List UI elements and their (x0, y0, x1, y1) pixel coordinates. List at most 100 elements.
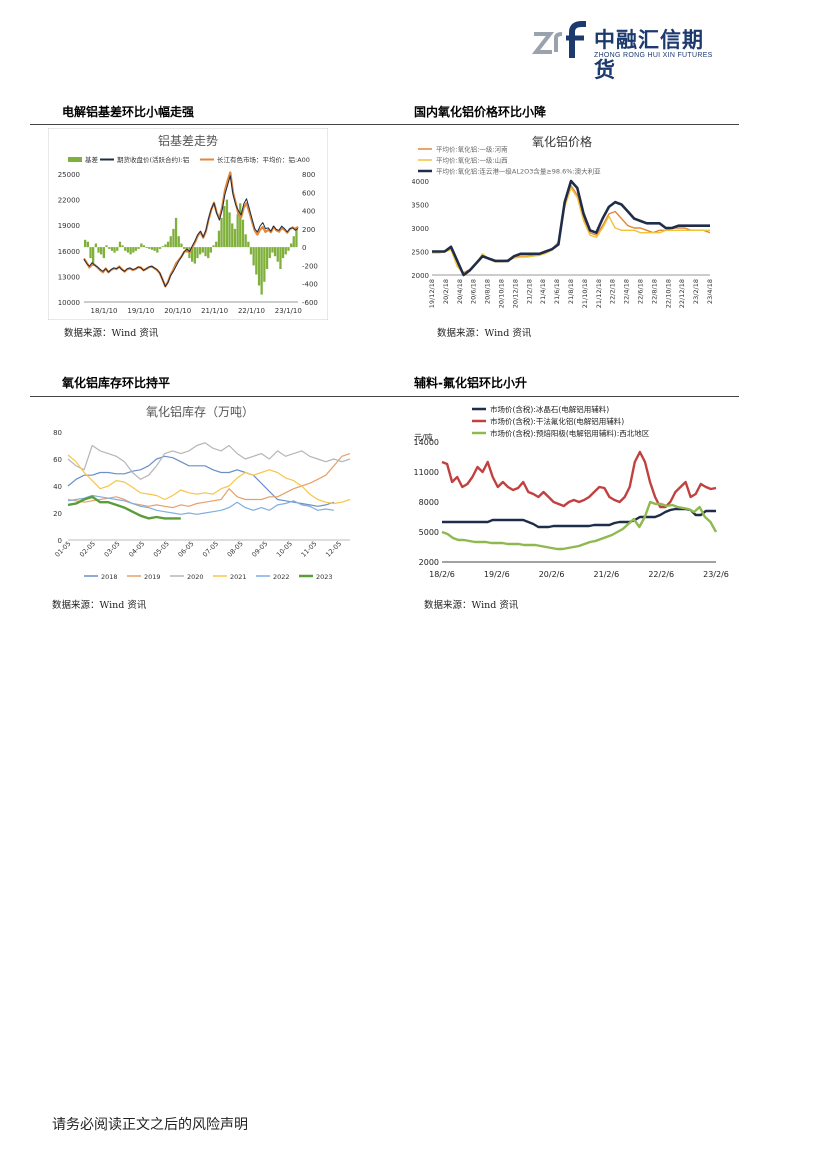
x-tick-label: 07-05 (201, 540, 220, 559)
aluminum-fluoride-chart: 市场价(含税):冰晶石(电解铝用辅料) 市场价(含税):干法氟化铝(电解铝用辅料)… (412, 400, 732, 585)
y-tick-label: 80 (53, 429, 62, 437)
basis-bar (158, 247, 162, 249)
y-tick-label: 2500 (412, 249, 429, 257)
section-title-alumina-inventory: 氧化铝库存环比持平 (62, 376, 171, 390)
basis-bar (281, 247, 285, 259)
y-tick-label: 8000 (419, 498, 439, 507)
company-logo: 中融汇信期货 ZHONG RONG HUI XIN FUTURES (532, 20, 722, 82)
basis-bar (134, 247, 138, 251)
basis-bar (161, 246, 164, 248)
y-tick-label: 19000 (58, 222, 80, 230)
legend-label: 平均价:氧化铝:一级:山西 (436, 156, 508, 165)
basis-bar (153, 247, 156, 251)
basis-bar (220, 217, 223, 248)
y-tick-label: 2000 (412, 272, 429, 280)
basis-bar (116, 247, 119, 251)
x-tick-label: 22/6/18 (637, 279, 645, 304)
basis-bar (260, 247, 263, 295)
legend-label: 期货收盘价(活跃合约):铝 (117, 155, 189, 164)
basis-bar (172, 228, 175, 248)
y-tick-label: 25000 (58, 171, 80, 179)
basis-bar (239, 203, 242, 248)
y-tick-label: 5000 (419, 528, 439, 537)
legend-label: 2019 (144, 573, 161, 581)
source-note: 数据来源：Wind 资讯 (64, 328, 159, 339)
basis-bar (132, 247, 135, 253)
basis-bar (273, 247, 277, 257)
basis-bar (110, 247, 114, 251)
basis-bar (102, 247, 105, 259)
basis-bar (113, 247, 116, 253)
y-tick-label: 14000 (414, 438, 439, 447)
series-line (67, 454, 351, 505)
basis-bar (86, 241, 89, 248)
basis-bar (84, 239, 87, 248)
y2-tick-label: 200 (302, 226, 315, 234)
logo-english-name: ZHONG RONG HUI XIN FUTURES (594, 52, 713, 59)
basis-bar (140, 243, 143, 248)
basis-bar (290, 243, 293, 248)
legend-label: 2020 (187, 573, 204, 581)
divider (30, 396, 739, 397)
basis-bar (129, 247, 132, 255)
y2-tick-label: -200 (302, 262, 318, 270)
risk-disclaimer-footer: 请务必阅读正文之后的风险声明 (52, 1117, 248, 1133)
basis-bar (217, 230, 221, 248)
x-tick-label: 02-05 (78, 540, 97, 559)
y-axis-unit: 元/吨 (414, 432, 433, 442)
source-note: 数据来源：Wind 资讯 (437, 328, 532, 339)
x-tick-label: 19/12/18 (428, 279, 436, 308)
basis-bar (279, 247, 282, 269)
basis-bar (150, 247, 154, 250)
x-tick-label: 22/2/18 (609, 279, 617, 304)
y-tick-label: 11000 (414, 468, 439, 477)
x-tick-label: 22/12/18 (678, 279, 686, 308)
divider (30, 124, 739, 125)
basis-bar (108, 247, 111, 249)
basis-bar (204, 247, 207, 257)
basis-bar (166, 241, 170, 248)
x-tick-label: 20/2/18 (442, 279, 450, 304)
y-tick-label: 4000 (412, 178, 429, 186)
series-line (67, 455, 335, 507)
basis-bar (241, 219, 245, 248)
series-line-futures (83, 175, 299, 288)
basis-bar (231, 223, 234, 248)
y-tick-label: 60 (53, 456, 62, 464)
basis-bar (255, 247, 258, 275)
x-tick-label: 04-05 (127, 540, 146, 559)
series-line (67, 453, 351, 509)
series-line (441, 500, 718, 551)
basis-bar (142, 245, 146, 248)
basis-bar (196, 247, 199, 259)
series-line (67, 442, 351, 480)
basis-bar (215, 241, 218, 248)
basis-bar (249, 247, 253, 255)
x-tick-label: 23/4/18 (706, 279, 712, 304)
basis-bar (284, 247, 287, 255)
basis-bar (295, 227, 298, 248)
basis-bar (263, 247, 266, 282)
x-tick-label: 21/1/10 (201, 307, 228, 315)
basis-bar (212, 245, 215, 248)
basis-bar (183, 247, 186, 249)
x-tick-label: 19/2/6 (484, 570, 510, 579)
basis-bar (199, 247, 202, 255)
legend-swatch (68, 157, 82, 162)
legend-label: 平均价:氧化铝:连云港一级AL2O3含量≥98.6%:澳大利亚 (436, 167, 601, 176)
series-line (432, 179, 710, 277)
x-tick-label: 23/2/6 (703, 570, 729, 579)
legend-label: 市场价(含税):干法氟化铝(电解铝用辅料) (490, 416, 624, 426)
x-tick-label: 20/8/18 (484, 279, 492, 304)
basis-bar (126, 247, 130, 253)
basis-bar (94, 243, 97, 248)
basis-bar (223, 206, 226, 248)
x-tick-label: 22/8/18 (650, 279, 658, 304)
chart-svg: 氧化铝价格平均价:氧化铝:一级:河南平均价:氧化铝:一级:山西平均价:氧化铝:连… (412, 134, 712, 308)
basis-bar (257, 247, 261, 286)
basis-bar (174, 217, 178, 248)
basis-bar (156, 247, 159, 253)
basis-bar (177, 236, 180, 248)
basis-bar (145, 247, 148, 248)
x-tick-label: 21/6/18 (553, 279, 561, 304)
